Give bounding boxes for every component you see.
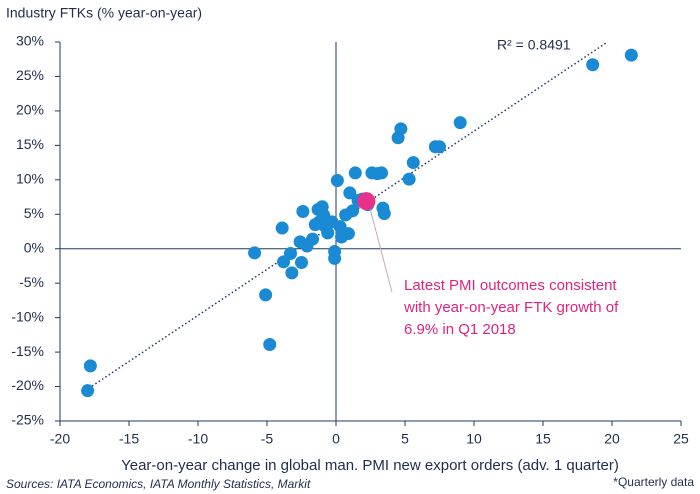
data-point	[348, 166, 362, 180]
data-point	[83, 359, 97, 373]
data-point	[402, 172, 416, 186]
data-point	[81, 384, 95, 398]
data-point	[357, 192, 376, 211]
data-point	[341, 227, 355, 241]
annotation-line: 6.9% in Q1 2018	[404, 321, 516, 338]
data-point	[285, 266, 299, 280]
y-tick-label: -10%	[11, 308, 44, 324]
data-point	[624, 48, 638, 62]
chart-title: Industry FTKs (% year-on-year)	[6, 5, 202, 21]
data-point	[343, 186, 357, 200]
data-point	[330, 174, 344, 188]
data-point	[377, 207, 391, 221]
x-axis-label: Year-on-year change in global man. PMI n…	[121, 457, 619, 474]
data-point	[375, 166, 389, 180]
annotation-line: Latest PMI outcomes consistent	[404, 277, 617, 294]
data-point	[275, 221, 289, 235]
source: Sources: IATA Economics, IATA Monthly St…	[6, 477, 311, 491]
data-point	[306, 232, 320, 246]
x-tick-label: 25	[673, 431, 689, 447]
y-tick-label: -5%	[19, 274, 44, 290]
data-point	[259, 288, 273, 302]
data-point	[453, 116, 467, 130]
data-point	[586, 58, 600, 72]
data-point	[296, 205, 310, 219]
annotation-connector	[368, 206, 393, 293]
x-tick-label: -10	[188, 431, 208, 447]
data-point	[295, 256, 308, 270]
x-tick-label: 10	[466, 431, 482, 447]
data-point	[394, 122, 408, 136]
data-point	[328, 251, 342, 265]
data-point	[346, 204, 360, 218]
y-tick-label: 15%	[16, 136, 44, 152]
y-tick-label: 5%	[24, 205, 44, 221]
data-point	[406, 156, 420, 170]
data-point	[433, 140, 446, 154]
annotation-line: with year-on-year FTK growth of	[403, 299, 619, 316]
y-tick-label: 20%	[16, 102, 44, 118]
trendline	[81, 42, 607, 394]
y-tick-label: -25%	[11, 412, 44, 428]
data-point	[263, 338, 277, 352]
x-tick-label: -5	[261, 431, 274, 447]
y-tick-label: -20%	[11, 377, 44, 393]
footnote: *Quarterly data	[613, 475, 694, 489]
x-tick-label: 5	[401, 431, 409, 447]
x-tick-label: 0	[332, 431, 340, 447]
y-tick-label: -15%	[11, 343, 44, 359]
data-point	[248, 246, 262, 260]
x-tick-label: -15	[119, 431, 139, 447]
r-squared: R² = 0.8491	[497, 37, 571, 53]
y-tick-label: 10%	[16, 171, 44, 187]
y-tick-label: 30%	[16, 33, 44, 49]
x-tick-label: 20	[604, 431, 620, 447]
y-tick-label: 25%	[16, 67, 44, 83]
data-point	[283, 247, 297, 261]
data-point	[321, 226, 335, 240]
y-tick-label: 0%	[24, 239, 44, 255]
x-tick-label: -20	[50, 431, 70, 447]
x-tick-label: 15	[535, 431, 551, 447]
